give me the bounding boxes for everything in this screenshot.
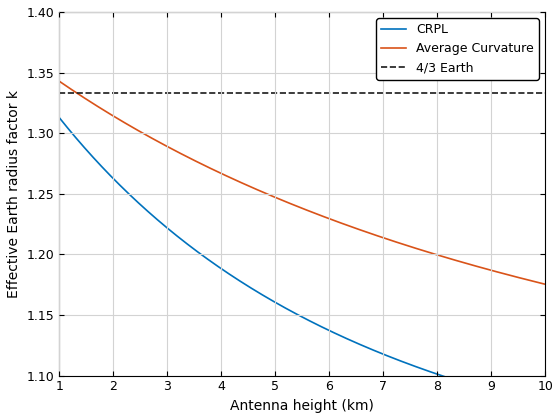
Legend: CRPL, Average Curvature, 4/3 Earth: CRPL, Average Curvature, 4/3 Earth xyxy=(376,18,539,80)
CRPL xyxy=(435,372,441,377)
CRPL xyxy=(270,299,277,304)
Average Curvature xyxy=(444,255,450,260)
Average Curvature xyxy=(542,282,548,287)
Y-axis label: Effective Earth radius factor k: Effective Earth radius factor k xyxy=(7,90,21,298)
Average Curvature xyxy=(435,252,441,257)
CRPL xyxy=(542,403,548,408)
CRPL xyxy=(390,355,396,360)
Line: Average Curvature: Average Curvature xyxy=(59,81,545,284)
CRPL xyxy=(105,171,112,176)
CRPL xyxy=(444,375,450,380)
Average Curvature xyxy=(390,239,396,244)
CRPL xyxy=(253,288,259,293)
4/3 Earth xyxy=(2,90,8,95)
Line: CRPL: CRPL xyxy=(59,118,545,406)
Average Curvature xyxy=(270,194,277,199)
X-axis label: Antenna height (km): Antenna height (km) xyxy=(230,399,374,413)
Average Curvature xyxy=(56,79,63,84)
Average Curvature xyxy=(253,186,259,192)
CRPL xyxy=(56,115,63,120)
Average Curvature xyxy=(105,111,112,116)
4/3 Earth xyxy=(56,90,63,95)
